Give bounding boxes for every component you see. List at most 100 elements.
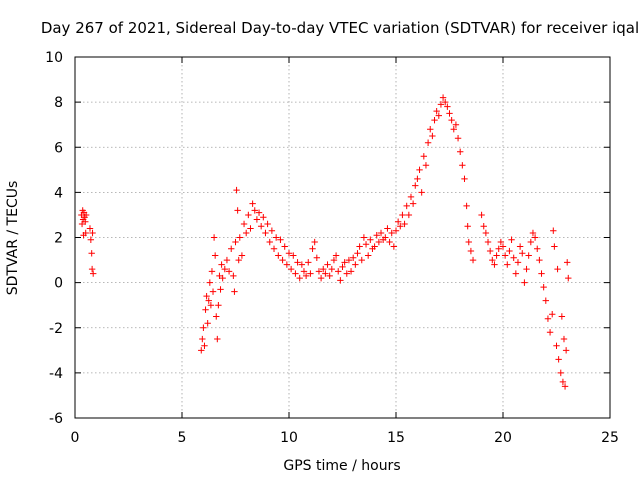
data-point (469, 256, 477, 264)
data-point (561, 383, 569, 390)
data-point (225, 268, 233, 275)
data-point (390, 243, 398, 250)
data-point (234, 207, 241, 214)
data-point (275, 252, 282, 259)
data-point (328, 265, 335, 273)
data-point (377, 229, 385, 237)
x-tick-label: 25 (601, 430, 619, 446)
data-point (546, 329, 554, 336)
data-point (232, 238, 239, 246)
data-point (454, 135, 462, 142)
y-tick-label: 8 (54, 95, 63, 111)
data-point (508, 236, 515, 243)
data-point (264, 220, 271, 228)
data-point (464, 223, 471, 230)
data-point (375, 238, 383, 246)
y-tick-label: 6 (54, 140, 63, 156)
data-point (358, 256, 365, 264)
data-point (200, 324, 207, 331)
data-point (283, 261, 291, 268)
data-point (446, 110, 453, 117)
data-point (364, 252, 372, 259)
data-point (287, 265, 295, 273)
data-point (272, 234, 280, 241)
x-tick-label: 0 (71, 430, 80, 446)
data-point (525, 252, 532, 259)
data-point (486, 247, 494, 255)
data-point (315, 268, 323, 275)
x-axis-ticks: 0 5 10 15 20 25 (71, 57, 619, 446)
data-point (231, 288, 238, 295)
data-point (371, 243, 378, 250)
data-point (461, 175, 468, 183)
data-point (281, 243, 288, 250)
data-point (300, 268, 308, 275)
x-tick-label: 20 (494, 430, 512, 446)
data-point (330, 256, 338, 264)
data-point (89, 270, 97, 277)
data-point (493, 252, 500, 259)
data-point (560, 335, 568, 343)
data-point (262, 229, 269, 237)
data-point (495, 245, 502, 252)
data-point (223, 256, 231, 264)
data-point (320, 265, 327, 273)
data-point (285, 250, 293, 257)
data-point (251, 207, 258, 214)
x-tick-label: 15 (387, 430, 405, 446)
data-point (208, 268, 216, 275)
data-point (516, 243, 524, 250)
data-point (457, 148, 464, 155)
data-point (433, 107, 440, 115)
data-point (255, 209, 263, 216)
data-point (512, 270, 520, 277)
data-point (210, 234, 218, 241)
data-point (557, 369, 564, 377)
data-point (218, 261, 225, 268)
data-point (356, 243, 363, 250)
data-point (544, 315, 552, 322)
data-point (431, 116, 438, 124)
data-point (452, 121, 460, 128)
data-point (335, 268, 342, 275)
data-point (86, 225, 94, 232)
data-point (367, 236, 374, 243)
y-tick-label: 0 (54, 276, 63, 292)
data-point (202, 306, 209, 313)
x-tick-label: 10 (280, 430, 298, 446)
data-point (343, 270, 350, 277)
data-point (311, 238, 318, 246)
data-points (78, 94, 572, 390)
data-point (412, 182, 419, 189)
y-axis-label: SDTVAR / TECUs (5, 181, 21, 296)
data-point (292, 270, 299, 277)
data-point (491, 261, 498, 268)
data-point (198, 347, 205, 354)
data-point (394, 218, 402, 225)
data-point (384, 225, 391, 232)
data-point (204, 320, 211, 327)
data-point (558, 313, 566, 320)
data-point (489, 256, 496, 264)
grid (75, 57, 610, 418)
data-point (322, 270, 329, 277)
data-point (405, 211, 413, 219)
y-axis-ticks: -6 -4 -2 0 2 4 6 8 10 (45, 50, 610, 427)
data-point (397, 223, 404, 230)
data-point (270, 245, 278, 252)
data-point (467, 247, 475, 255)
data-point (536, 256, 543, 264)
data-point (360, 234, 368, 241)
data-point (230, 272, 237, 280)
data-point (427, 126, 434, 133)
data-point (504, 261, 511, 268)
data-point (529, 229, 537, 237)
data-point (217, 286, 224, 293)
data-point (326, 272, 333, 280)
data-point (439, 94, 447, 101)
data-point (542, 297, 549, 304)
data-point (350, 254, 357, 262)
data-point (442, 98, 449, 106)
data-point (386, 238, 393, 246)
